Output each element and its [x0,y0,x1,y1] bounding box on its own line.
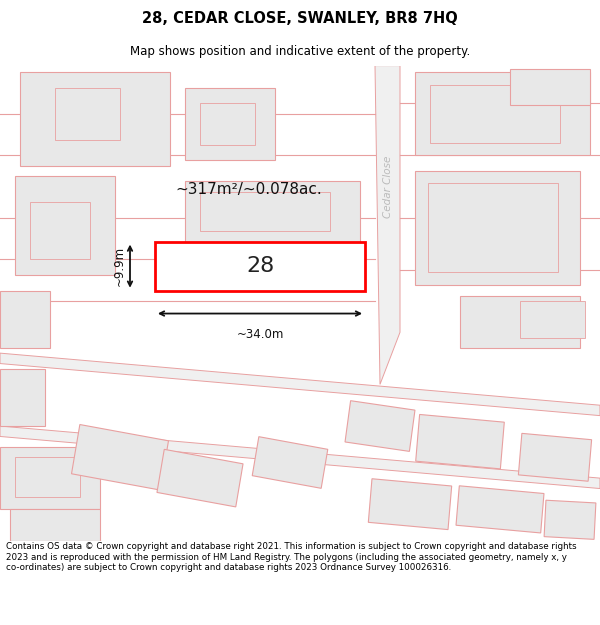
Polygon shape [375,66,400,384]
Bar [155,242,365,291]
Text: ~9.9m: ~9.9m [113,246,126,286]
Bar [430,86,560,142]
Text: 28: 28 [246,256,274,276]
Polygon shape [157,449,243,507]
Polygon shape [456,486,544,533]
Bar [0,369,45,426]
Bar [200,103,255,145]
Polygon shape [252,437,328,488]
Bar [415,72,590,155]
Bar [0,291,50,348]
Bar [428,183,558,272]
Text: Cedar Close: Cedar Close [383,155,393,218]
Text: Contains OS data © Crown copyright and database right 2021. This information is : Contains OS data © Crown copyright and d… [6,542,577,572]
Bar [460,296,580,348]
Bar [15,458,80,497]
Polygon shape [416,414,504,469]
Polygon shape [518,433,592,481]
Bar [200,192,330,231]
Polygon shape [368,479,452,529]
Bar [30,202,90,259]
Bar [10,509,100,541]
Text: ~317m²/~0.078ac.: ~317m²/~0.078ac. [175,182,322,197]
Bar [185,181,360,244]
Polygon shape [544,500,596,539]
Bar [20,72,170,166]
Bar [185,248,325,284]
Bar [510,69,590,105]
Text: Map shows position and indicative extent of the property.: Map shows position and indicative extent… [130,45,470,58]
Polygon shape [71,424,169,490]
Polygon shape [345,401,415,451]
Bar [15,176,115,275]
Bar [520,301,585,338]
Text: ~34.0m: ~34.0m [236,328,284,341]
Bar [415,171,580,286]
Text: 28, CEDAR CLOSE, SWANLEY, BR8 7HQ: 28, CEDAR CLOSE, SWANLEY, BR8 7HQ [142,11,458,26]
Polygon shape [0,426,600,489]
Bar [0,447,100,509]
Polygon shape [0,353,600,416]
Bar [185,88,275,161]
Bar [55,88,120,139]
